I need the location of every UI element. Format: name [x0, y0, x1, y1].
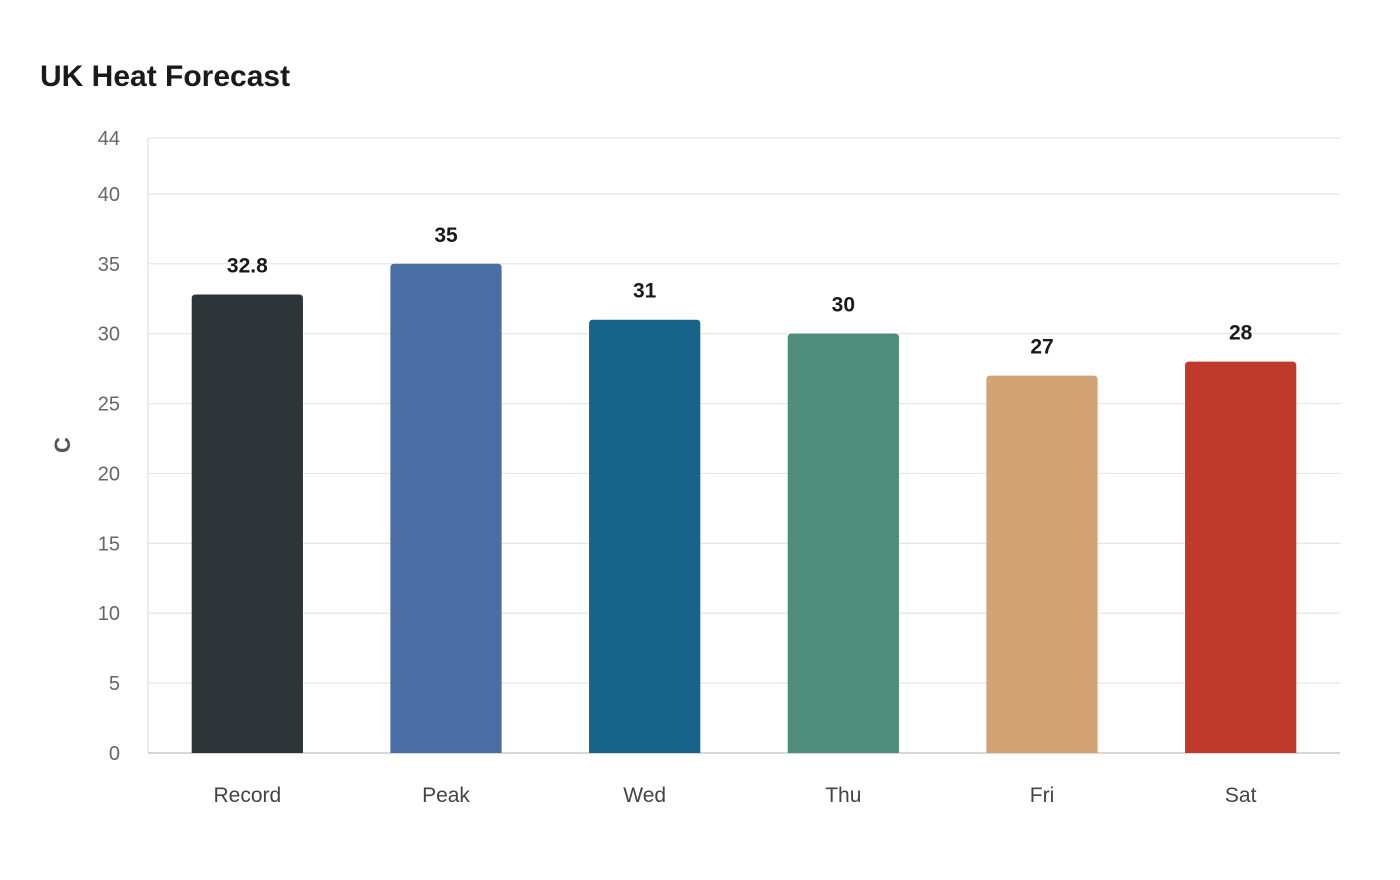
labels: 0 5 10 15 20 25 30 35 40 44 32.8 Record 35 Peak 31 Wed 3… — [98, 128, 1257, 807]
bar-peak — [390, 263, 502, 753]
y-tick-label: 0 — [109, 743, 120, 765]
bar-sat — [1185, 361, 1297, 753]
value-label: 32.8 — [227, 255, 268, 278]
value-label: 28 — [1229, 322, 1253, 345]
bar-thu — [787, 333, 899, 753]
value-label: 31 — [633, 280, 657, 303]
y-tick-label: 5 — [109, 673, 120, 695]
grid-lines — [148, 137, 1340, 684]
bar-fri — [986, 375, 1098, 753]
value-label: 27 — [1030, 336, 1053, 359]
y-axis-title: C — [50, 437, 75, 453]
x-category-label: Thu — [825, 784, 861, 807]
bars — [191, 263, 1297, 753]
bar-record — [191, 294, 303, 753]
x-category-label: Sat — [1225, 784, 1257, 807]
y-tick-label: 30 — [98, 324, 120, 346]
y-tick-label: 44 — [98, 128, 120, 150]
y-tick-label: 15 — [98, 533, 120, 555]
y-tick-label: 35 — [98, 254, 120, 276]
chart-title: UK Heat Forecast — [40, 60, 291, 93]
y-tick-label: 40 — [98, 184, 120, 206]
bar-wed — [589, 319, 701, 753]
axes — [147, 138, 1340, 754]
x-category-label: Wed — [623, 784, 666, 807]
y-tick-label: 10 — [98, 603, 120, 625]
y-tick-label: 25 — [98, 394, 120, 416]
value-label: 35 — [434, 224, 458, 247]
x-category-label: Record — [213, 784, 281, 807]
x-category-label: Fri — [1030, 784, 1055, 807]
value-label: 30 — [832, 294, 855, 317]
y-tick-label: 20 — [98, 463, 120, 485]
x-category-label: Peak — [422, 784, 470, 807]
